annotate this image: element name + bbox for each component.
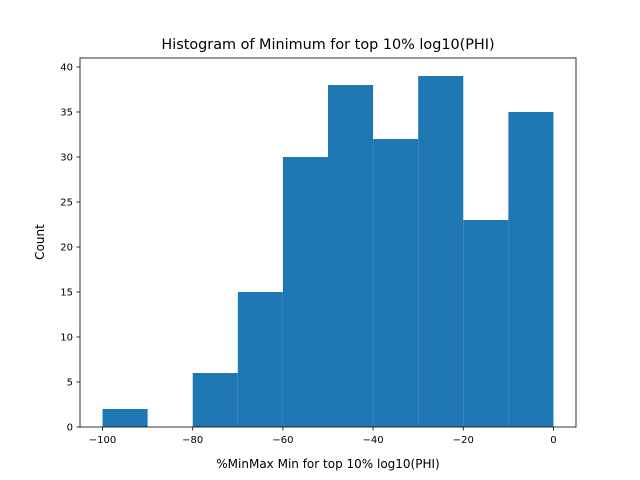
histogram-bar-2 [192,373,238,427]
y-tick-label-1: 5 [67,378,73,389]
histogram-bar-6 [373,139,419,427]
histogram-bar-4 [282,157,328,427]
y-tick-label-4: 20 [60,243,73,254]
y-tick-label-7: 35 [60,108,73,119]
y-tick-label-0: 0 [67,423,73,434]
plot-frame [79,57,577,428]
x-tick-label-3: −40 [363,435,384,446]
histogram-bar-5 [328,85,374,427]
x-tick-label-4: −20 [453,435,474,446]
y-axis-ticks: 0 5 10 15 20 25 30 35 40 [60,63,80,434]
histogram-bar-7 [418,76,464,427]
histogram-bar-3 [237,292,283,427]
y-tick-label-8: 40 [60,63,73,74]
y-tick-label-5: 25 [60,198,73,209]
y-tick-label-6: 30 [60,153,73,164]
bars-group [102,76,554,427]
histogram-bar-9 [508,112,554,427]
histogram-bar-0 [102,409,148,427]
y-axis-label: Count [33,224,47,260]
x-tick-label-5: 0 [550,435,556,446]
x-tick-label-2: −60 [272,435,293,446]
y-tick-label-3: 15 [60,288,73,299]
histogram-bar-8 [463,220,509,427]
x-axis-label: %MinMax Min for top 10% log10(PHI) [216,457,439,471]
x-tick-label-1: −80 [182,435,203,446]
x-tick-label-0: −100 [89,435,116,446]
chart-title: Histogram of Minimum for top 10% log10(P… [161,37,494,53]
y-tick-label-2: 10 [60,333,73,344]
x-axis-ticks: −100 −80 −60 −40 −20 0 [89,427,557,446]
